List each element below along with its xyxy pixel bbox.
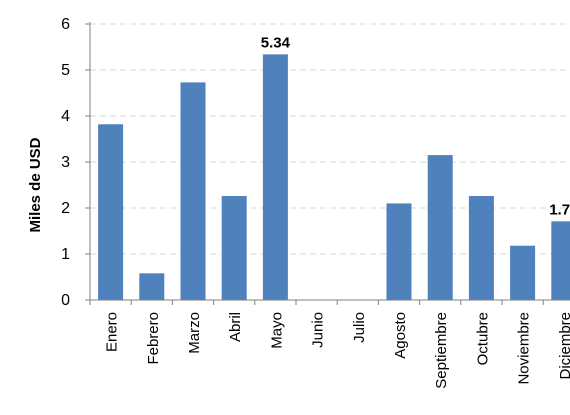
x-tick-label: Enero [104, 312, 121, 352]
bar-noviembre [510, 245, 536, 300]
y-tick-label: 0 [61, 292, 70, 309]
bars [98, 54, 570, 300]
bar-octubre [468, 196, 494, 300]
bar-enero [98, 124, 124, 300]
axes [85, 22, 570, 305]
gridlines [90, 23, 570, 255]
x-tick-label: Marzo [186, 312, 203, 354]
x-tick-label: Agosto [392, 312, 409, 359]
x-tick-label: Noviembre [516, 312, 533, 385]
y-tick-label: 3 [61, 154, 70, 171]
x-tick-label: Octubre [474, 312, 491, 365]
data-label: 5.34 [261, 34, 291, 51]
bar-mayo [262, 54, 288, 300]
x-tick-label: Abril [227, 312, 244, 342]
x-tick-label: Junio [310, 312, 327, 348]
x-tick-label: Julio [351, 312, 368, 343]
bar-diciembre [551, 221, 570, 300]
y-tick-label: 6 [61, 16, 70, 33]
bar-marzo [180, 82, 206, 300]
y-tick-label: 1 [61, 246, 70, 263]
x-tick-label: Mayo [268, 312, 285, 349]
y-tick-label: 4 [61, 108, 70, 125]
bar-febrero [139, 273, 165, 300]
x-tick-label: Diciembre [557, 312, 570, 380]
x-tick-label: Febrero [145, 312, 162, 365]
y-axis-title: Miles de USD [27, 137, 44, 232]
y-tick-label: 2 [61, 200, 70, 217]
y-tick-label: 5 [61, 62, 70, 79]
bar-agosto [386, 203, 412, 300]
x-tick-label: Septiembre [433, 312, 450, 389]
data-label: 1.71 [549, 201, 570, 218]
bar-septiembre [427, 155, 453, 300]
labels: 0 1 2 3 4 5 6 Enero Febrero Marzo Abril Mayo Junio Ju… [61, 16, 570, 389]
bar-abril [221, 196, 247, 300]
